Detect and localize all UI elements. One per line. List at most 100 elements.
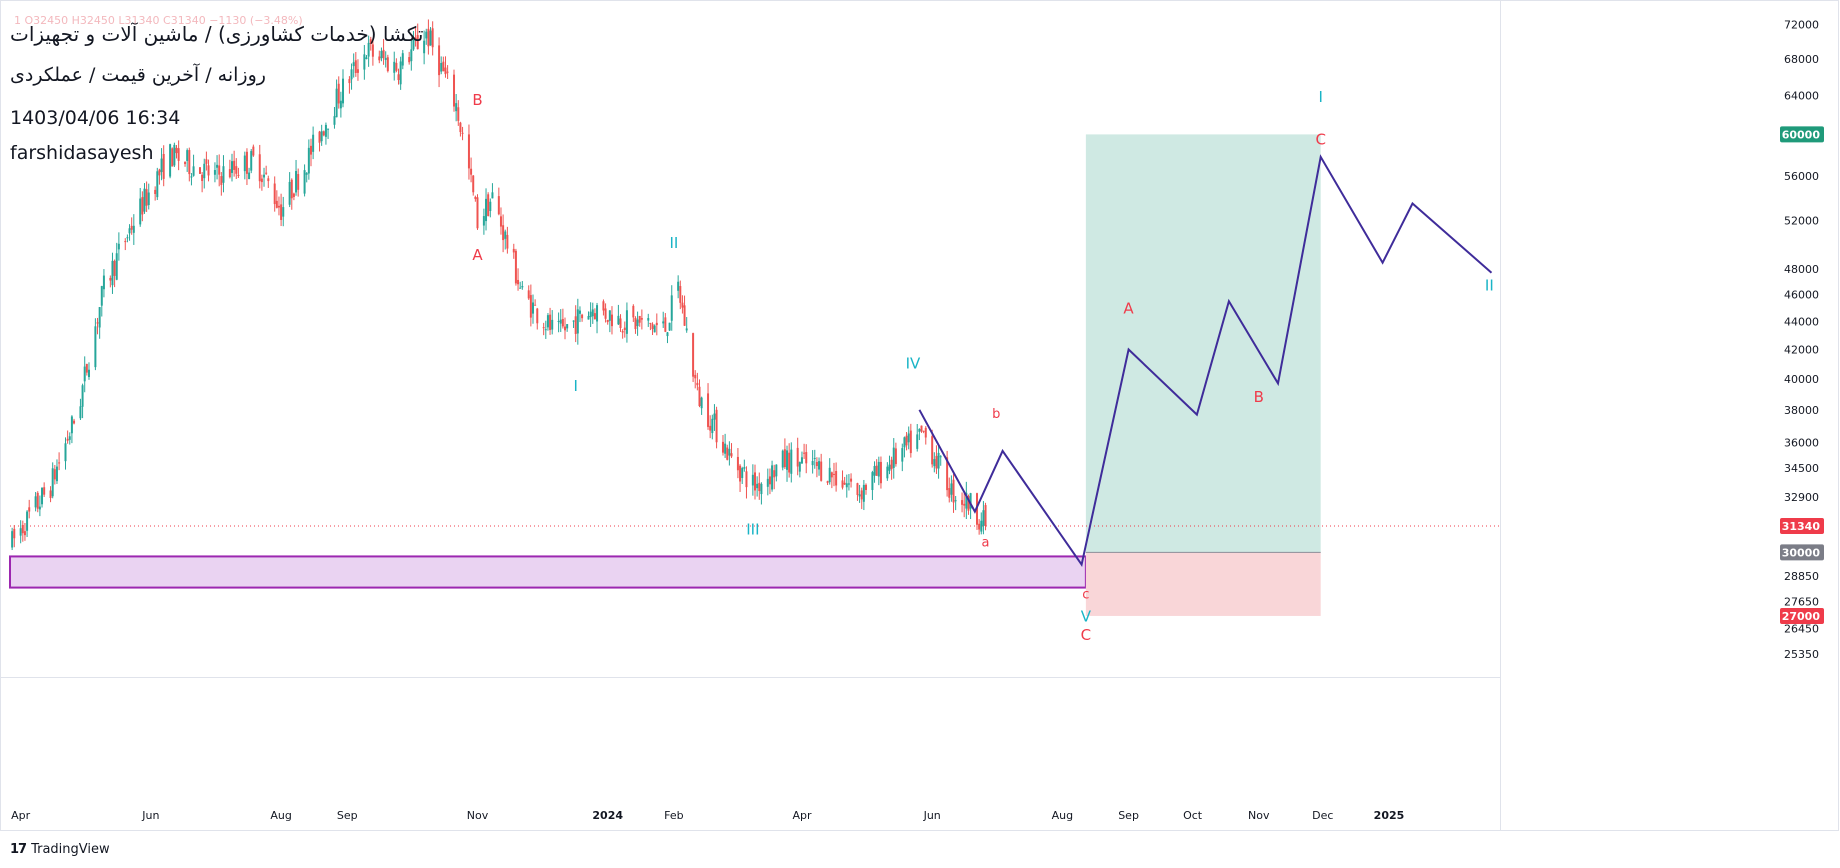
- candle: [277, 196, 280, 216]
- candle-body: [811, 461, 814, 466]
- x-tick-label: Apr: [792, 809, 812, 822]
- candle: [879, 456, 882, 489]
- candle: [233, 150, 236, 177]
- candle-body: [38, 506, 41, 510]
- candle-body: [623, 327, 626, 331]
- candle: [980, 512, 983, 535]
- candle: [649, 322, 652, 331]
- candle-body: [655, 322, 658, 326]
- candle-body: [766, 478, 769, 487]
- candle-body: [751, 474, 754, 486]
- candle: [21, 520, 24, 542]
- candle-body: [832, 473, 835, 475]
- candle: [506, 226, 509, 254]
- candle: [267, 175, 270, 188]
- candle: [664, 313, 667, 333]
- candle: [758, 472, 761, 500]
- y-tick-label: 46000: [1784, 289, 1819, 302]
- candle: [694, 370, 697, 389]
- candle-body: [805, 452, 808, 464]
- candle-body: [967, 496, 970, 511]
- tradingview-branding[interactable]: 17 TradingView: [10, 842, 110, 857]
- candle: [920, 425, 923, 433]
- candle-body: [290, 179, 293, 199]
- candle: [401, 50, 404, 70]
- candle-body: [158, 169, 161, 176]
- candle-body: [559, 319, 562, 324]
- candle-body: [173, 144, 176, 166]
- candle: [521, 281, 524, 290]
- candle-body: [786, 450, 789, 470]
- candle-body: [11, 531, 14, 548]
- y-tick-label: 52000: [1784, 215, 1819, 228]
- candle-body: [892, 447, 895, 468]
- candle-body: [485, 198, 488, 222]
- candle: [280, 193, 283, 227]
- x-tick-label: Nov: [1248, 809, 1270, 822]
- candle-body: [843, 482, 846, 485]
- candle: [976, 492, 979, 530]
- candle-body: [371, 44, 374, 57]
- candle: [145, 181, 148, 212]
- x-tick-label: Sep: [1118, 809, 1139, 822]
- price-badge-bg: [1780, 544, 1824, 561]
- candle: [604, 303, 607, 323]
- candle-body: [53, 469, 56, 480]
- candle: [263, 167, 266, 187]
- candle: [132, 214, 135, 245]
- axes-layer: 72000 68000 64000 56000 52000 48000 46000 44000…: [11, 18, 1824, 822]
- candle: [365, 55, 368, 60]
- candle: [190, 173, 193, 186]
- candle-body: [273, 183, 276, 205]
- y-tick-label: 44000: [1784, 315, 1819, 328]
- candle-body: [474, 196, 477, 199]
- candle: [327, 128, 330, 139]
- price-badge-bg: [1780, 607, 1824, 624]
- candle: [491, 183, 494, 199]
- candle: [982, 501, 985, 535]
- x-tick-label: Jun: [923, 809, 941, 822]
- candle-body: [564, 326, 567, 331]
- candle: [790, 442, 793, 483]
- candle: [796, 437, 799, 476]
- price-badge-label: 31340: [1782, 520, 1821, 533]
- candle-body: [446, 71, 449, 73]
- candle: [203, 158, 206, 189]
- candle: [850, 473, 853, 488]
- candle: [297, 168, 300, 197]
- candle: [610, 306, 613, 335]
- candle-body: [939, 456, 942, 458]
- candle-body: [835, 471, 838, 486]
- candle: [617, 304, 620, 326]
- candle: [342, 69, 345, 108]
- candle: [384, 51, 387, 68]
- candle-body: [743, 467, 746, 469]
- candle: [425, 28, 428, 45]
- candle: [378, 50, 381, 64]
- candle: [216, 155, 219, 180]
- candle: [768, 468, 771, 495]
- y-tick-label: 27650: [1784, 596, 1819, 609]
- candle-body: [395, 62, 398, 71]
- candle: [356, 59, 359, 81]
- candle: [741, 466, 744, 485]
- candle: [245, 148, 248, 186]
- candle: [158, 168, 161, 185]
- candle-body: [453, 74, 456, 107]
- candle: [655, 313, 658, 336]
- candle-body: [188, 150, 191, 175]
- candle: [487, 192, 490, 217]
- tradingview-logo-icon: 17: [10, 842, 27, 857]
- candle-body: [169, 144, 172, 177]
- wave-label: A: [1123, 299, 1134, 317]
- candle-body: [709, 425, 712, 431]
- candle: [499, 207, 502, 235]
- candle: [273, 176, 276, 212]
- candle: [177, 140, 180, 171]
- candle: [798, 461, 801, 478]
- candle: [348, 76, 351, 94]
- candle: [201, 171, 204, 193]
- price-badge-entry: 30000: [1780, 544, 1824, 561]
- price-badge-last: 31340: [1780, 518, 1824, 535]
